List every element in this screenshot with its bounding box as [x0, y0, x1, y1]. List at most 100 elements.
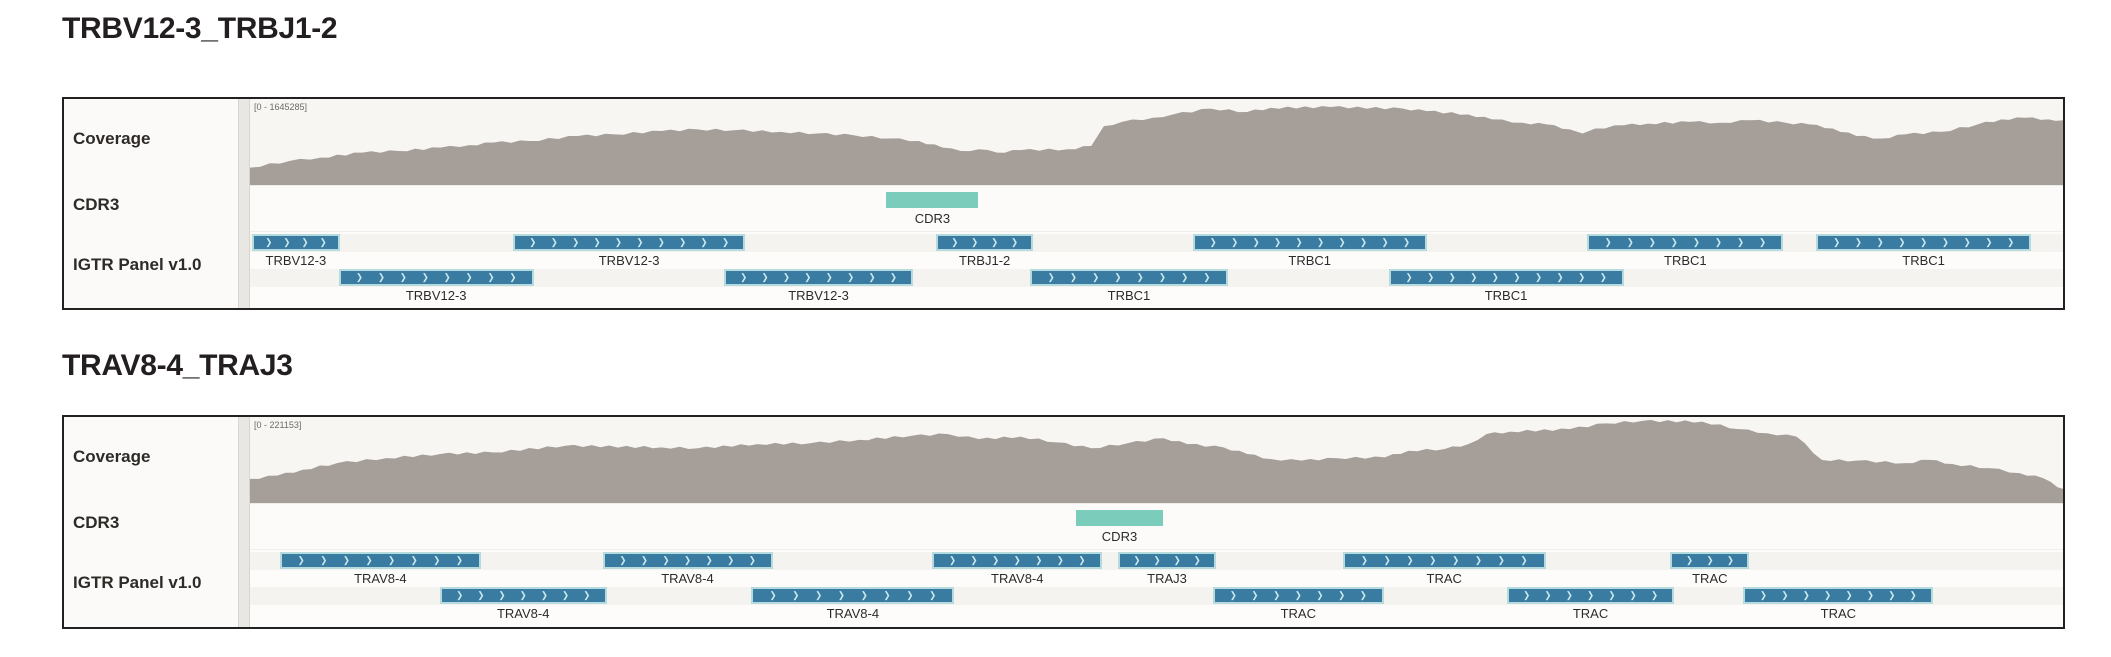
strand-arrow-icon: ❯ — [1760, 590, 1767, 600]
strand-arrow-icon: ❯ — [1706, 555, 1714, 565]
strand-arrow-icon: ❯ — [1013, 555, 1021, 565]
gene-feature-label: TRBV12-3 — [265, 253, 327, 268]
gene-feature-label: TRBC1 — [1484, 288, 1528, 303]
strand-arrow-icon: ❯ — [477, 590, 485, 600]
strand-arrow-icon: ❯ — [1855, 237, 1862, 247]
strand-arrow-icon: ❯ — [2007, 237, 2014, 247]
strand-arrow-icon: ❯ — [700, 237, 708, 247]
gene-feature[interactable]: ❯ ❯ ❯ ❯ ❯ ❯ ❯ — [1506, 587, 1675, 604]
gene-feature[interactable]: ❯ ❯ ❯ ❯ ❯ ❯ ❯ ❯ — [338, 269, 534, 286]
strand-arrow-icon: ❯ — [991, 237, 998, 247]
strand-arrow-icon: ❯ — [727, 555, 734, 565]
gene-feature[interactable]: ❯ ❯ ❯ ❯ — [251, 234, 340, 251]
gene-feature-label: TRBV12-3 — [598, 253, 660, 268]
strand-arrow-icon: ❯ — [1448, 272, 1456, 282]
cdr3-feature[interactable] — [1076, 510, 1163, 526]
strand-arrow-icon: ❯ — [342, 555, 350, 565]
strand-arrow-icon: ❯ — [1651, 590, 1658, 600]
strand-arrow-icon: ❯ — [562, 590, 569, 600]
gene-feature[interactable]: ❯ ❯ ❯ ❯ — [1118, 552, 1216, 569]
gene-row: ❯ ❯ ❯ ❯ ❯ ❯ ❯ ❯ ❯ ❯ ❯ ❯ ❯ ❯ ❯ ❯ ❯ ❯ ❯ ❯ ❯ ❯ ❯ ❯ ❯ ❯ ❯ ❯ ❯ ❯ ❯ ❯ ❯ ❯ ❯ ❯ ❯ — [250, 587, 2063, 605]
coverage-track[interactable]: [0 - 1645285] — [250, 99, 2063, 185]
strand-arrow-icon: ❯ — [1909, 590, 1917, 600]
strand-arrow-icon: ❯ — [1737, 237, 1744, 247]
gene-track: ❯ ❯ ❯ ❯ ❯ ❯ ❯ ❯ ❯ ❯ ❯ ❯ ❯ ❯ ❯ ❯ ❯ ❯ ❯ ❯ ❯ ❯ ❯ ❯ ❯ ❯ ❯ ❯ ❯ ❯ ❯ ❯ ❯ ❯ ❯ ❯ ❯ ❯ ❯ ❯… — [250, 231, 2063, 308]
strand-arrow-icon: ❯ — [1759, 237, 1766, 247]
strand-arrow-icon: ❯ — [456, 590, 463, 600]
gene-feature[interactable]: ❯ ❯ ❯ ❯ ❯ ❯ ❯ ❯ — [1743, 587, 1934, 604]
cdr3-feature[interactable] — [886, 192, 979, 208]
gene-feature[interactable]: ❯ ❯ ❯ ❯ ❯ ❯ ❯ ❯ — [1030, 269, 1228, 286]
strand-arrow-icon: ❯ — [1715, 237, 1722, 247]
strand-arrow-icon: ❯ — [1360, 555, 1368, 565]
gene-feature[interactable]: ❯ ❯ ❯ — [1670, 552, 1750, 569]
gene-feature[interactable]: ❯ ❯ ❯ ❯ ❯ ❯ ❯ — [1212, 587, 1384, 604]
gene-feature[interactable]: ❯ ❯ ❯ ❯ ❯ ❯ ❯ ❯ ❯ ❯ — [512, 234, 746, 251]
strand-arrow-icon: ❯ — [657, 237, 665, 247]
strand-arrow-icon: ❯ — [722, 237, 729, 247]
strand-arrow-icon: ❯ — [1599, 272, 1607, 282]
coverage-track[interactable]: [0 - 221153] — [250, 417, 2063, 503]
strand-arrow-icon: ❯ — [761, 272, 769, 282]
strand-arrow-icon: ❯ — [1565, 590, 1573, 600]
gene-feature[interactable]: ❯ ❯ ❯ ❯ ❯ ❯ ❯ — [439, 587, 607, 604]
strand-arrow-icon: ❯ — [1587, 590, 1594, 600]
gene-feature[interactable]: ❯ ❯ ❯ ❯ ❯ ❯ ❯ ❯ ❯ — [1816, 234, 2032, 251]
strand-arrow-icon: ❯ — [1470, 272, 1478, 282]
strand-arrow-icon: ❯ — [1092, 272, 1099, 282]
browser-panel: Coverage CDR3 IGTR Panel v1.0 [0 - 16452… — [62, 97, 2065, 310]
strand-arrow-icon: ❯ — [1920, 237, 1927, 247]
gene-feature-label: TRAV8-4 — [354, 571, 407, 586]
strand-arrow-icon: ❯ — [433, 555, 441, 565]
gene-feature[interactable]: ❯ ❯ ❯ ❯ ❯ ❯ ❯ ❯ ❯ ❯ — [1388, 269, 1624, 286]
strand-arrow-icon: ❯ — [540, 590, 548, 600]
strand-arrow-icon: ❯ — [1648, 237, 1656, 247]
strand-arrow-icon: ❯ — [421, 272, 429, 282]
strand-arrow-icon: ❯ — [377, 272, 385, 282]
gene-feature[interactable]: ❯ ❯ ❯ ❯ ❯ ❯ ❯ ❯ ❯ ❯ — [1192, 234, 1427, 251]
track-label-cdr3: CDR3 — [73, 513, 120, 532]
strand-arrow-icon: ❯ — [860, 590, 868, 600]
gene-feature-label: TRBJ1-2 — [958, 253, 1011, 268]
gene-label-row: TRBV12-3 TRBV12-3 TRBC1 TRBC1 — [250, 287, 2063, 303]
strand-arrow-icon: ❯ — [1295, 237, 1303, 247]
strand-arrow-icon: ❯ — [1802, 590, 1810, 600]
gene-feature-label: TRAC — [1280, 606, 1316, 621]
strand-arrow-icon: ❯ — [1274, 237, 1281, 247]
strand-arrow-icon: ❯ — [487, 272, 495, 282]
strand-arrow-icon: ❯ — [992, 555, 999, 565]
strand-arrow-icon: ❯ — [1203, 272, 1211, 282]
strand-arrow-icon: ❯ — [1381, 237, 1389, 247]
strand-arrow-icon: ❯ — [1316, 590, 1324, 600]
gene-feature[interactable]: ❯ ❯ ❯ ❯ ❯ ❯ ❯ ❯ — [1342, 552, 1546, 569]
gene-feature-label: TRAC — [1426, 571, 1462, 586]
gene-feature-label: TRAC — [1692, 571, 1728, 586]
strand-arrow-icon: ❯ — [572, 237, 579, 247]
cdr3-feature-label: CDR3 — [914, 211, 951, 226]
strand-arrow-icon: ❯ — [519, 590, 527, 600]
strand-arrow-icon: ❯ — [1452, 555, 1459, 565]
page-title: TRBV12-3_TRBJ1-2 — [62, 12, 338, 45]
strand-arrow-icon: ❯ — [906, 590, 914, 600]
strand-arrow-icon: ❯ — [1193, 555, 1201, 565]
strand-arrow-icon: ❯ — [769, 590, 777, 600]
strand-arrow-icon: ❯ — [1556, 272, 1564, 282]
strand-arrow-icon: ❯ — [1181, 272, 1188, 282]
gene-feature[interactable]: ❯ ❯ ❯ ❯ ❯ ❯ ❯ ❯ — [279, 552, 481, 569]
gene-feature-label: TRAC — [1820, 606, 1857, 621]
sidebar-scrollbar[interactable] — [238, 417, 250, 627]
gene-feature[interactable]: ❯ ❯ ❯ ❯ — [936, 234, 1034, 251]
browser-panel: Coverage CDR3 IGTR Panel v1.0 [0 - 22115… — [62, 415, 2065, 629]
gene-feature-label: TRBC1 — [1902, 253, 1945, 268]
gene-feature[interactable]: ❯ ❯ ❯ ❯ ❯ ❯ ❯ ❯ — [1587, 234, 1784, 251]
gene-feature-label: TRBC1 — [1664, 253, 1707, 268]
gene-feature[interactable]: ❯ ❯ ❯ ❯ ❯ ❯ ❯ ❯ — [723, 269, 914, 286]
strand-arrow-icon: ❯ — [889, 272, 897, 282]
gene-feature[interactable]: ❯ ❯ ❯ ❯ ❯ ❯ ❯ — [602, 552, 773, 569]
gene-feature-label: TRAV8-4 — [661, 571, 714, 586]
strand-arrow-icon: ❯ — [1406, 555, 1414, 565]
sidebar-scrollbar[interactable] — [238, 99, 250, 308]
gene-feature[interactable]: ❯ ❯ ❯ ❯ ❯ ❯ ❯ — [932, 552, 1103, 569]
strand-arrow-icon: ❯ — [1726, 555, 1734, 565]
gene-feature[interactable]: ❯ ❯ ❯ ❯ ❯ ❯ ❯ ❯ — [751, 587, 955, 604]
